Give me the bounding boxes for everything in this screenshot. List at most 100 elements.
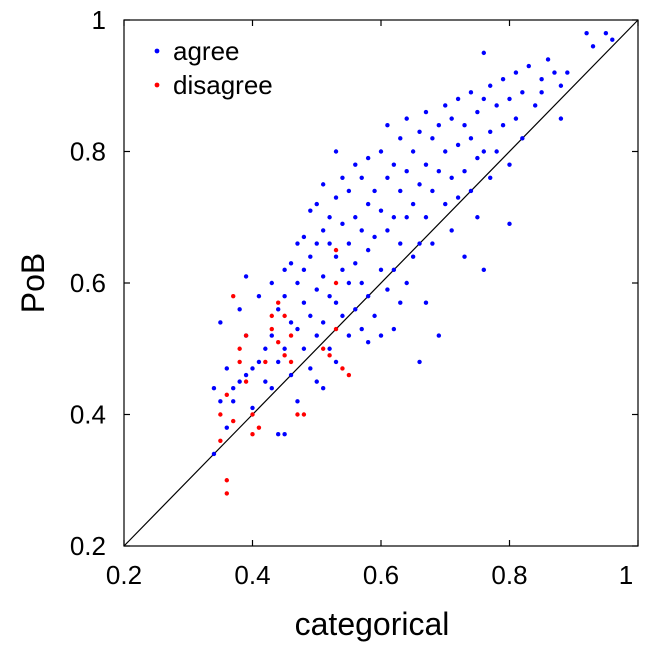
data-point-disagree <box>224 478 229 483</box>
data-point-agree <box>365 247 371 253</box>
data-point-agree <box>320 386 326 391</box>
data-point-agree <box>449 228 454 233</box>
data-point-agree <box>462 123 467 128</box>
data-point-agree <box>243 274 249 279</box>
data-point-agree <box>430 188 435 194</box>
data-point-agree <box>449 175 454 180</box>
data-point-agree <box>372 188 377 194</box>
data-point-agree <box>308 254 313 259</box>
data-point-agree <box>333 149 339 154</box>
data-point-agree <box>455 142 461 148</box>
data-point-agree <box>340 267 345 273</box>
data-point-agree <box>372 234 377 240</box>
data-point-disagree <box>237 346 242 351</box>
data-point-agree <box>256 293 262 299</box>
data-point-agree <box>359 228 364 233</box>
data-point-agree <box>211 386 217 391</box>
data-point-agree <box>436 333 442 338</box>
data-point-agree <box>391 267 397 273</box>
data-point-agree <box>539 76 544 82</box>
data-point-agree <box>224 366 229 371</box>
data-point-agree <box>539 90 544 95</box>
data-point-agree <box>282 267 287 273</box>
data-point-agree <box>430 136 435 141</box>
data-point-agree <box>507 221 512 227</box>
data-point-disagree <box>295 412 300 417</box>
data-point-agree <box>468 188 474 194</box>
data-point-disagree <box>288 359 294 365</box>
data-point-agree <box>520 90 525 95</box>
data-point-agree <box>288 320 294 325</box>
data-point-agree <box>320 274 326 279</box>
data-point-agree <box>475 155 480 161</box>
data-point-agree <box>410 149 416 154</box>
data-point-disagree <box>224 392 229 397</box>
data-point-agree <box>237 307 242 312</box>
data-point-disagree <box>269 313 274 319</box>
reference-line-y-equals-x <box>123 19 639 547</box>
data-point-agree <box>327 346 332 351</box>
x-tick-label: 0.6 <box>363 560 399 590</box>
data-point-agree <box>513 70 519 75</box>
data-point-agree <box>526 63 531 69</box>
data-point-disagree <box>250 412 255 417</box>
data-point-agree <box>365 339 371 345</box>
data-point-agree <box>346 333 352 338</box>
data-point-agree <box>211 451 217 457</box>
data-point-disagree <box>301 412 307 417</box>
data-point-agree <box>455 96 461 102</box>
data-point-agree <box>346 241 352 246</box>
data-point-agree <box>410 201 416 207</box>
data-point-disagree <box>243 379 249 384</box>
data-point-agree <box>378 149 384 154</box>
data-point-agree <box>385 287 390 292</box>
data-point-disagree <box>276 339 281 345</box>
data-point-agree <box>333 195 339 200</box>
data-point-agree <box>269 280 274 286</box>
data-point-disagree <box>333 247 339 253</box>
data-point-agree <box>314 333 319 338</box>
data-point-agree <box>513 116 519 121</box>
data-point-agree <box>365 293 371 299</box>
data-point-agree <box>276 307 281 312</box>
data-point-agree <box>218 320 223 325</box>
data-point-agree <box>417 182 422 187</box>
data-point-agree <box>494 149 499 154</box>
data-point-agree <box>333 300 339 305</box>
data-point-agree <box>263 379 268 384</box>
data-point-agree <box>282 432 287 437</box>
data-point-agree <box>378 208 384 213</box>
data-point-agree <box>365 201 371 207</box>
data-point-agree <box>398 300 403 305</box>
data-point-agree <box>417 359 422 365</box>
data-point-agree <box>231 386 236 391</box>
data-point-disagree <box>340 366 345 371</box>
data-point-agree <box>288 372 294 378</box>
data-point-agree <box>488 83 493 88</box>
data-point-agree <box>507 162 512 167</box>
data-point-agree <box>565 70 570 75</box>
data-point-agree <box>488 129 493 134</box>
data-point-agree <box>314 201 319 207</box>
data-point-agree <box>295 399 300 404</box>
data-point-agree <box>436 123 442 128</box>
data-point-agree <box>488 175 493 180</box>
data-point-agree <box>353 261 358 266</box>
data-point-agree <box>295 241 300 246</box>
data-point-agree <box>314 241 319 246</box>
data-point-agree <box>391 162 397 167</box>
data-point-agree <box>423 109 429 115</box>
data-point-agree <box>314 287 319 292</box>
data-point-agree <box>481 96 486 102</box>
data-point-disagree <box>237 359 242 365</box>
data-point-agree <box>301 234 307 240</box>
data-point-agree <box>552 70 557 75</box>
data-point-agree <box>398 188 403 194</box>
data-point-agree <box>417 129 422 134</box>
data-point-agree <box>327 215 332 220</box>
data-point-agree <box>462 169 467 174</box>
y-tick-label: 0.8 <box>70 137 106 167</box>
y-tick-label: 0.4 <box>70 400 106 430</box>
data-point-agree <box>269 386 274 391</box>
data-point-agree <box>301 346 307 351</box>
